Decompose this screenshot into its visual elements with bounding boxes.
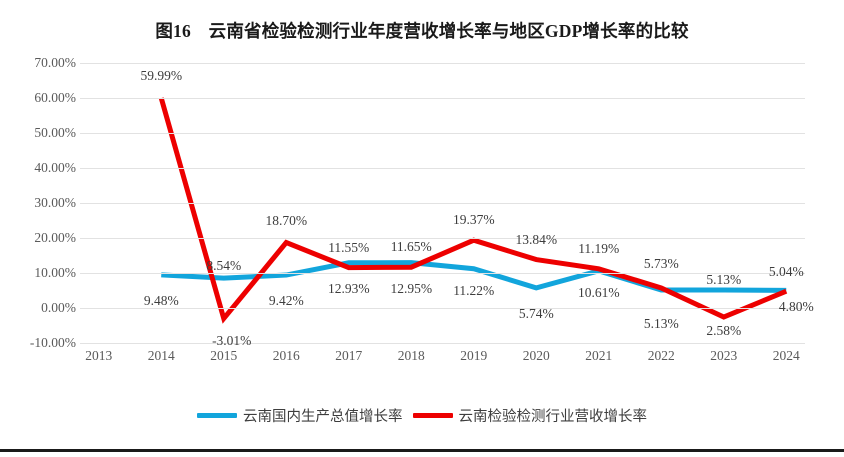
y-tick-label: 10.00% (34, 265, 76, 280)
series-line (158, 97, 788, 324)
gridline (80, 273, 805, 274)
legend-item[interactable]: 云南国内生产总值增长率 (197, 405, 403, 426)
gridline (80, 168, 805, 169)
y-tick-label: 60.00% (34, 90, 76, 105)
x-tick-label: 2014 (147, 348, 175, 363)
legend-swatch-icon (412, 413, 453, 418)
chart-title: 图16 云南省检验检测行业年度营收增长率与地区GDP增长率的比较 (155, 21, 689, 41)
x-tick-label: 2022 (647, 348, 675, 363)
bottom-rule (0, 449, 844, 452)
gridline (80, 308, 805, 309)
gridline (80, 238, 805, 239)
x-tick-label: 2020 (522, 348, 550, 363)
legend-item[interactable]: 云南检验检测行业营收增长率 (412, 405, 648, 426)
plot-area: 9.48% 8.54% 9.42% 12.93% 12.95% 11.22% 5.74% 10… (80, 63, 814, 348)
gridline (80, 63, 805, 64)
x-tick-label: 2018 (397, 348, 425, 363)
y-tick-label: -10.00% (29, 335, 76, 350)
legend-label: 云南国内生产总值增长率 (243, 409, 403, 425)
gridline (80, 343, 805, 344)
y-tick-label: 30.00% (34, 195, 76, 210)
gridline (80, 203, 805, 204)
x-tick-label: 2021 (585, 348, 613, 363)
x-tick-label: 2015 (210, 348, 238, 363)
x-tick-label: 2013 (85, 348, 113, 363)
gridline (80, 133, 805, 134)
legend-swatch-icon (197, 413, 237, 418)
series-lines (158, 97, 788, 324)
y-tick-label: 40.00% (34, 160, 76, 175)
legend-label: 云南检验检测行业营收增长率 (458, 409, 648, 425)
x-tick-label: 2024 (772, 348, 800, 363)
x-tick-label: 2017 (335, 348, 363, 363)
y-tick-label: 70.00% (34, 55, 76, 70)
gridline (80, 98, 805, 99)
x-tick-label: 2016 (272, 348, 300, 363)
series-line (161, 260, 787, 293)
y-axis: 70.00% 60.00% 50.00% 40.00% 30.00% 20.00% 10.0… (0, 56, 76, 383)
y-tick-label: 20.00% (34, 230, 76, 245)
chart-legend: 云南国内生产总值增长率 云南检验检测行业营收增长率 (0, 405, 844, 426)
x-tick-label: 2019 (460, 348, 488, 363)
y-tick-label: 0.00% (41, 300, 76, 315)
y-tick-label: 50.00% (34, 125, 76, 140)
x-axis: 2013 2014 2015 2016 2017 2018 2019 2020 2021 2022… (80, 348, 805, 370)
x-tick-label: 2023 (710, 348, 738, 363)
